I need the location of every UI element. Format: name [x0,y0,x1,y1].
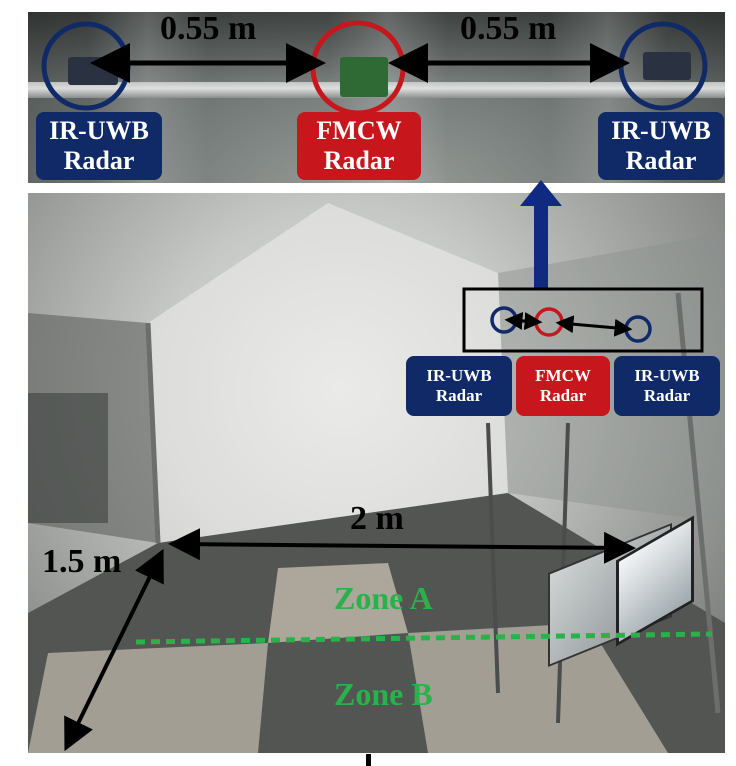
label-line: Radar [643,386,691,405]
label-line: IR-UWB [49,116,149,146]
top-ir-uwb-right-label: IR-UWB Radar [598,112,724,180]
label-line: Radar [63,146,135,175]
tent-ir-uwb-left-label: IR-UWB Radar [406,356,512,416]
depth-dimension-arrow [64,548,164,752]
ir-uwb-right-small-circle [624,315,652,343]
label-line: FMCW [535,366,591,386]
small-spacing-arrow-right [555,315,633,337]
label-line: FMCW [316,116,402,146]
bottom-tick-mark [366,754,371,766]
top-fmcw-label: FMCW Radar [297,112,421,180]
radar-highlight-box [462,287,704,353]
zoom-arrow-shaft [534,202,548,288]
width-dimension-label: 2 m [350,500,404,537]
top-distance-left-label: 0.55 m [160,10,257,47]
top-distance-right-label: 0.55 m [460,10,557,47]
fmcw-small-circle [534,307,564,337]
fmcw-circle [310,20,406,116]
tent-scene-photo [28,193,725,753]
label-line: Radar [625,146,697,175]
fmcw-device [340,57,388,97]
tent-ir-uwb-right-label: IR-UWB Radar [614,356,720,416]
label-line: Radar [435,386,483,405]
zoom-arrow-head [520,180,562,206]
width-dimension-arrow [168,528,636,564]
depth-dimension-label: 1.5 m [42,543,122,580]
zone-boundary-line [135,631,713,645]
label-line: IR-UWB [611,116,711,146]
zone-a-label: Zone A [334,580,433,616]
label-line: IR-UWB [426,366,492,386]
label-line: Radar [323,146,395,175]
ir-uwb-device-right [643,52,691,80]
tent-background [28,203,725,753]
ir-uwb-left-circle [41,21,131,111]
top-ir-uwb-left-label: IR-UWB Radar [36,112,162,180]
small-spacing-arrow-left [504,311,543,331]
label-line: IR-UWB [634,366,700,386]
label-line: Radar [539,386,587,405]
tent-fmcw-label: FMCW Radar [516,356,610,416]
zone-b-label: Zone B [334,676,433,712]
ir-uwb-right-circle [618,21,708,111]
